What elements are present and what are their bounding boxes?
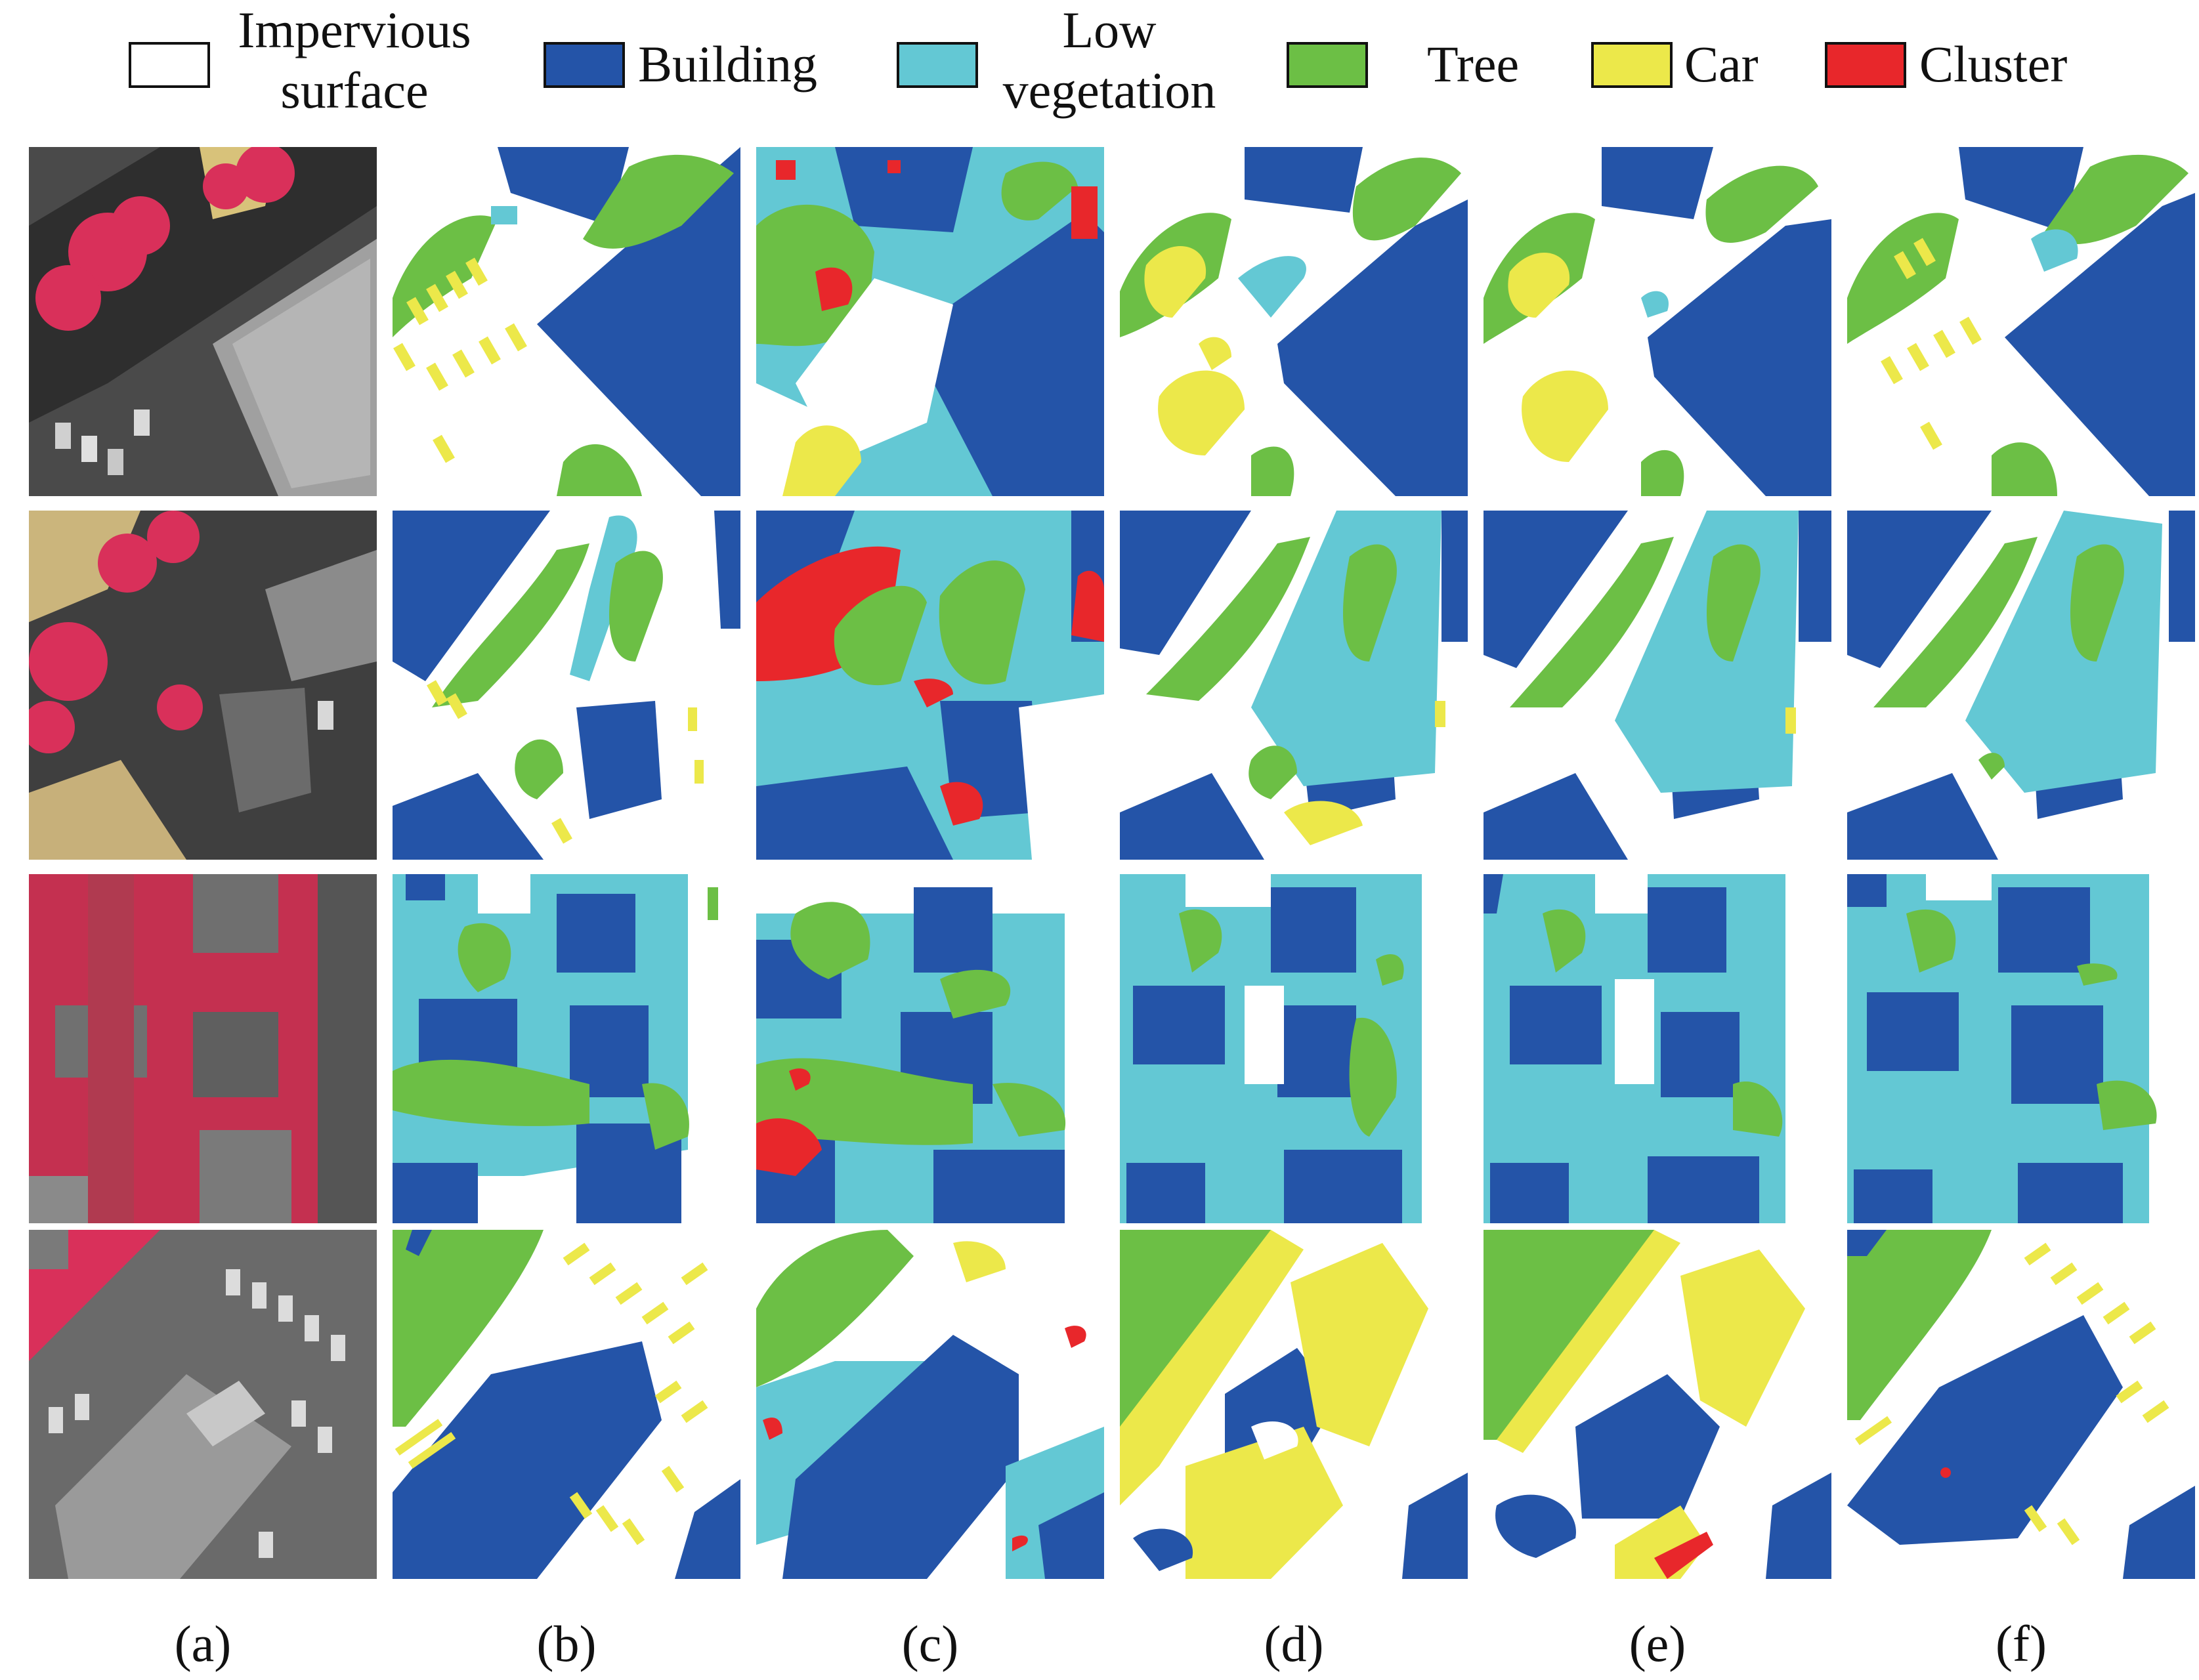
row3-ground-truth-map <box>393 874 740 1223</box>
row2-method-f-map <box>1847 511 2195 860</box>
row2-method-f <box>1847 511 2195 860</box>
row4-photo <box>29 1230 377 1579</box>
row2-photo-image <box>29 511 377 860</box>
row3-method-f <box>1847 874 2195 1223</box>
caption-c: (c) <box>901 1615 959 1672</box>
row1-ground-truth <box>393 147 740 496</box>
legend-label-building: Building <box>638 35 818 93</box>
row3-method-c-map <box>756 874 1104 1223</box>
row4-method-e <box>1484 1230 1831 1579</box>
row1-method-e-map <box>1484 147 1831 496</box>
legend-label-line-1: Impervious <box>238 1 471 58</box>
row3-method-c <box>756 874 1104 1223</box>
row4-method-c <box>756 1230 1104 1579</box>
caption-d: (d) <box>1264 1615 1324 1672</box>
row1-method-d-map <box>1120 147 1468 496</box>
row1-photo <box>29 147 377 496</box>
legend-label-car: Car <box>1684 35 1759 93</box>
row2-method-c-map <box>756 511 1104 860</box>
row4-method-d-map <box>1120 1230 1468 1579</box>
caption-b: (b) <box>536 1615 597 1672</box>
row2-method-d <box>1120 511 1468 860</box>
caption-a: (a) <box>174 1615 232 1672</box>
row2-method-e <box>1484 511 1831 860</box>
row2-method-e-map <box>1484 511 1831 860</box>
row4-method-f <box>1847 1230 2195 1579</box>
row3-ground-truth <box>393 874 740 1223</box>
row3-photo-image <box>29 874 377 1223</box>
row4-ground-truth-map <box>393 1230 740 1579</box>
row2-ground-truth-map <box>393 511 740 860</box>
row1-method-e <box>1484 147 1831 496</box>
row2-method-c <box>756 511 1104 860</box>
row4-photo-image <box>29 1230 377 1579</box>
row4-method-f-map <box>1847 1230 2195 1579</box>
row3-method-d-map <box>1120 874 1468 1223</box>
row2-method-d-map <box>1120 511 1468 860</box>
legend-label-line-2: vegetation <box>1002 62 1216 119</box>
legend-swatch-low-vegetation <box>897 42 978 88</box>
row2-photo <box>29 511 377 860</box>
legend-label-low-vegetation: Low vegetation <box>978 0 1241 121</box>
row1-ground-truth-map <box>393 147 740 496</box>
legend-swatch-impervious-surface <box>129 42 210 88</box>
row1-photo-image <box>29 147 377 496</box>
legend-label-impervious-surface: Impervious surface <box>223 0 486 121</box>
row1-method-f <box>1847 147 2195 496</box>
legend-swatch-car <box>1591 42 1673 88</box>
legend: Impervious surface Building Low vegetati… <box>0 0 2199 131</box>
legend-swatch-tree <box>1287 42 1368 88</box>
row1-method-d <box>1120 147 1468 496</box>
legend-label-tree: Tree <box>1427 35 1520 93</box>
row3-method-e-map <box>1484 874 1831 1223</box>
legend-label-line-2: surface <box>280 62 429 119</box>
legend-label-line-1: Low <box>1062 1 1157 58</box>
row4-method-d <box>1120 1230 1468 1579</box>
row2-ground-truth <box>393 511 740 860</box>
row4-method-e-map <box>1484 1230 1831 1579</box>
legend-label-cluster: Cluster <box>1919 35 2068 93</box>
row4-method-c-map <box>756 1230 1104 1579</box>
legend-swatch-building <box>544 42 625 88</box>
caption-e: (e) <box>1629 1615 1686 1672</box>
caption-f: (f) <box>1996 1615 2047 1672</box>
row1-method-f-map <box>1847 147 2195 496</box>
row3-photo <box>29 874 377 1223</box>
row1-method-c <box>756 147 1104 496</box>
row3-method-f-map <box>1847 874 2195 1223</box>
row4-ground-truth <box>393 1230 740 1579</box>
legend-swatch-cluster <box>1825 42 1906 88</box>
row3-method-e <box>1484 874 1831 1223</box>
row1-method-c-map <box>756 147 1104 496</box>
row3-method-d <box>1120 874 1468 1223</box>
